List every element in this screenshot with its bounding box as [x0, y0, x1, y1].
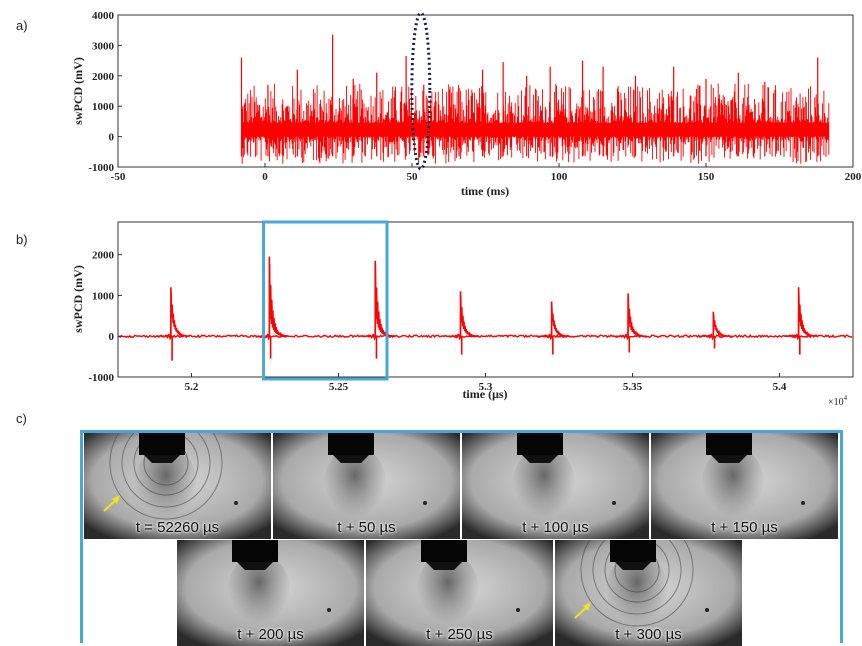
chart-a-xtick-label-3: 100 [551, 171, 568, 183]
chart-a-xlabel: time (ms) [461, 184, 509, 198]
video-frame-3: t + 150 µs [651, 433, 838, 539]
frame-time-label: t + 300 µs [555, 626, 742, 643]
transducer-tip [421, 540, 467, 562]
chart-a-ytick-label-3: 2000 [92, 71, 115, 83]
transducer-tip [328, 433, 374, 455]
chart-b-xtick-label-1: 5.25 [329, 381, 349, 393]
chart-b-baseline [119, 335, 852, 337]
chart-b-ytick-label-1: 0 [109, 331, 115, 343]
video-frame-4: t + 200 µs [177, 540, 364, 646]
chart-a-xtick-label-4: 150 [698, 171, 715, 183]
chart-b-pulse-4 [538, 305, 571, 339]
chart-a-xtick-label-1: 0 [262, 171, 268, 183]
frame-time-label: t + 100 µs [462, 519, 649, 536]
chart-b-pulse-5 [614, 297, 647, 339]
transducer-tip [232, 540, 278, 562]
chart-b-xtick-label-0: 5.2 [185, 381, 199, 393]
chart-b-ytick-label-2: 1000 [92, 290, 115, 302]
chart-a-signal [241, 35, 828, 164]
chart-b-plot-frame [118, 222, 853, 377]
chart-a-ytick-label-5: 4000 [92, 10, 115, 22]
panel-label-c: c) [16, 411, 27, 426]
frame-time-label: t + 250 µs [366, 626, 553, 643]
chart-b-x-multiplier: ×104 [828, 394, 848, 405]
video-frame-6: t + 300 µs [555, 540, 742, 646]
chart-b-xtick-label-3: 5.35 [623, 381, 643, 393]
chart-a-ytick-label-0: -1000 [88, 162, 114, 174]
chart-b-pulse-0 [157, 292, 190, 339]
chart-a-xtick-label-2: 50 [407, 171, 419, 183]
chart-b-ytick-label-0: -1000 [88, 372, 114, 384]
chart-b-x-multiplier-exponent: 4 [844, 394, 848, 402]
frame-time-label: t + 50 µs [273, 519, 460, 536]
video-frames-panel: t = 52260 µs t + 50 µs t + 100 µs t + 150 µ… [80, 430, 843, 643]
chart-b-pulse-3 [447, 295, 480, 338]
chart-b-pulse-2 [361, 268, 394, 339]
chart-a-ytick-label-1: 0 [109, 132, 115, 144]
frame-time-label: t + 200 µs [177, 626, 364, 643]
chart-b-ylabel: swPCD (mV) [71, 265, 85, 333]
frame-time-label: t = 52260 µs [84, 519, 271, 536]
chart-a-ytick-label-2: 1000 [92, 101, 115, 113]
chart-b-pulse-7 [785, 292, 818, 339]
video-frame-0: t = 52260 µs [84, 433, 271, 539]
chart-a-ylabel: swPCD (mV) [71, 57, 85, 125]
video-frame-2: t + 100 µs [462, 433, 649, 539]
chart-a-xtick-label-5: 200 [845, 171, 862, 183]
chart-b-pulse-1 [255, 264, 288, 339]
video-frame-5: t + 250 µs [366, 540, 553, 646]
video-frame-1: t + 50 µs [273, 433, 460, 539]
transducer-tip [139, 433, 185, 455]
chart-b-highlight-box [264, 222, 387, 379]
chart-a-ytick-label-4: 3000 [92, 40, 115, 52]
transducer-tip [610, 540, 656, 562]
transducer-tip [706, 433, 752, 455]
chart-b-x-multiplier-base: ×10 [828, 397, 844, 405]
chart-a-signal-trace [242, 84, 829, 164]
chart-b-xlabel: time (μs) [462, 387, 507, 401]
frame-time-label: t + 150 µs [651, 519, 838, 536]
chart-b-signal [119, 257, 852, 361]
transducer-tip [517, 433, 563, 455]
chart-b-xtick-label-4: 5.4 [773, 381, 787, 393]
chart-b-ytick-label-3: 2000 [92, 250, 115, 262]
